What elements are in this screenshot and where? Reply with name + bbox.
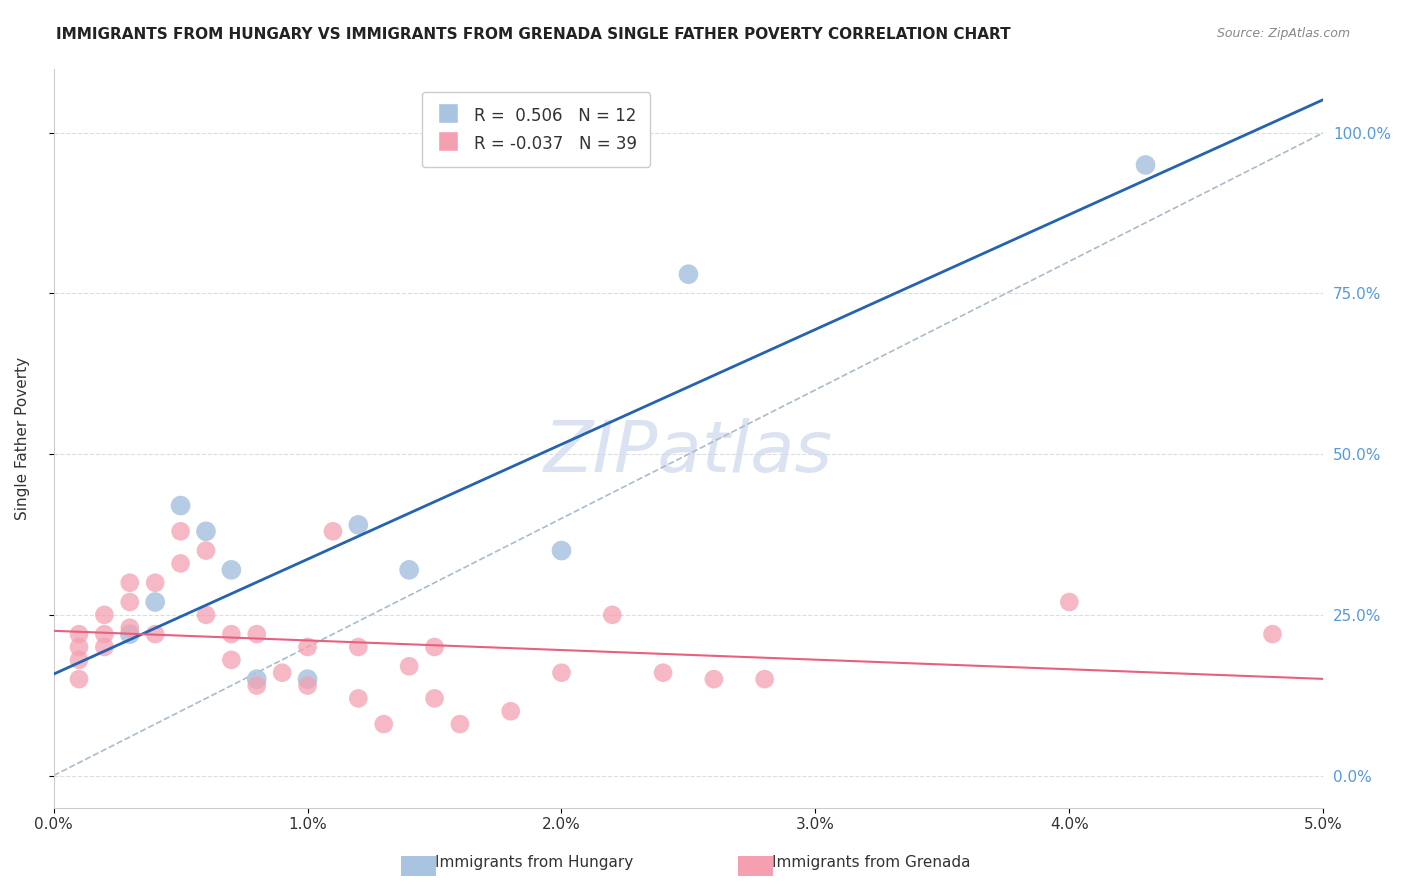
Point [703,672,725,686]
Point [221,627,243,641]
Point [246,627,269,641]
Point [67,640,90,654]
Point [1261,627,1284,641]
Point [118,595,141,609]
Point [652,665,675,680]
Point [143,627,166,641]
Point [600,607,623,622]
Point [449,717,471,731]
Point [93,627,115,641]
Point [143,595,166,609]
Text: ZIPatlas: ZIPatlas [544,418,832,487]
Point [118,575,141,590]
Point [246,679,269,693]
Point [297,672,319,686]
Point [221,563,243,577]
Point [169,499,191,513]
Point [271,665,294,680]
Point [423,640,446,654]
Point [423,691,446,706]
Point [118,621,141,635]
Point [1135,158,1157,172]
Point [194,543,217,558]
Point [347,517,370,532]
Point [221,653,243,667]
Point [550,543,572,558]
Point [678,267,700,281]
Point [398,563,420,577]
Point [169,557,191,571]
Point [297,679,319,693]
Legend: R =  0.506   N = 12, R = -0.037   N = 39: R = 0.506 N = 12, R = -0.037 N = 39 [422,92,650,168]
Point [373,717,395,731]
Point [67,672,90,686]
Point [93,607,115,622]
Point [143,575,166,590]
Point [246,672,269,686]
Point [67,627,90,641]
Point [550,665,572,680]
Point [118,627,141,641]
Point [297,640,319,654]
Point [347,640,370,654]
Text: Immigrants from Grenada: Immigrants from Grenada [772,855,972,870]
Point [347,691,370,706]
Text: Immigrants from Hungary: Immigrants from Hungary [434,855,634,870]
Point [322,524,344,539]
Text: Source: ZipAtlas.com: Source: ZipAtlas.com [1216,27,1350,40]
Point [1059,595,1081,609]
Point [67,653,90,667]
Point [194,524,217,539]
Text: IMMIGRANTS FROM HUNGARY VS IMMIGRANTS FROM GRENADA SINGLE FATHER POVERTY CORRELA: IMMIGRANTS FROM HUNGARY VS IMMIGRANTS FR… [56,27,1011,42]
Point [93,640,115,654]
Point [169,524,191,539]
Point [499,704,522,718]
Point [754,672,776,686]
Point [194,607,217,622]
Y-axis label: Single Father Poverty: Single Father Poverty [15,357,30,520]
Point [398,659,420,673]
